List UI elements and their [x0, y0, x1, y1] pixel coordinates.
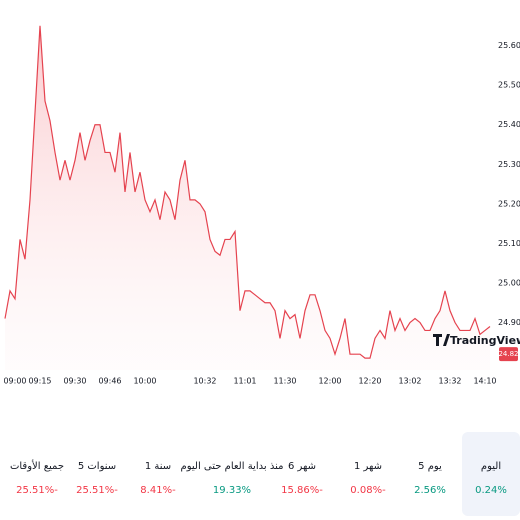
- x-tick-label: 09:00: [3, 377, 26, 386]
- x-tick-label: 10:00: [133, 377, 156, 386]
- period-change: 15.86%-: [281, 485, 323, 496]
- x-tick-label: 11:01: [233, 377, 256, 386]
- x-tick-label: 13:02: [398, 377, 421, 386]
- period-label[interactable]: 1 سنة: [145, 461, 171, 472]
- price-box: [499, 347, 518, 362]
- y-tick-label: 25.10: [498, 239, 520, 248]
- y-tick-label: 25.20: [498, 199, 520, 208]
- x-tick-label: 09:46: [98, 377, 121, 386]
- period-label[interactable]: 1 شهر: [354, 461, 382, 472]
- x-tick-label: 10:32: [193, 377, 216, 386]
- period-label[interactable]: 6 شهر: [288, 461, 316, 472]
- x-tick-label: 12:20: [358, 377, 381, 386]
- period-change: 19.33%: [213, 485, 251, 496]
- period-label[interactable]: اليوم: [481, 461, 501, 472]
- y-tick-label: 25.60: [498, 41, 520, 50]
- period-label[interactable]: 5 يوم: [418, 461, 442, 472]
- area: [5, 25, 490, 370]
- period-change: 25.51%-: [76, 485, 118, 496]
- y-tick-label: 24.90: [498, 318, 520, 327]
- x-tick-label: 12:00: [318, 377, 341, 386]
- period-label[interactable]: 5 سنوات: [78, 461, 116, 472]
- y-tick-label: 25.00: [498, 278, 520, 287]
- x-tick-label: 11:30: [273, 377, 296, 386]
- line: [4, 25, 491, 359]
- period-label[interactable]: جميع الأوقات: [10, 459, 64, 472]
- x-tick-label: 13:32: [438, 377, 461, 386]
- x-tick-label: 14:10: [473, 377, 496, 386]
- selected-tab-bg: [462, 432, 520, 516]
- period-change: 8.41%-: [140, 485, 176, 496]
- price-label: 24.82: [498, 350, 518, 358]
- period-change: 25.51%-: [16, 485, 58, 496]
- x-tick-label: 09:30: [63, 377, 86, 386]
- period-change: 0.08%-: [350, 485, 386, 496]
- logo-icon: [433, 334, 450, 346]
- period-change: 2.56%: [414, 485, 446, 496]
- y-tick-label: 25.30: [498, 160, 520, 169]
- watermark: TradingView: [450, 334, 520, 347]
- x-tick-label: 09:15: [28, 377, 51, 386]
- period-label[interactable]: منذ بداية العام حتى اليوم: [181, 461, 284, 472]
- period-change: 0.24%: [475, 485, 507, 496]
- y-tick-label: 25.50: [498, 81, 520, 90]
- y-tick-label: 25.40: [498, 120, 520, 129]
